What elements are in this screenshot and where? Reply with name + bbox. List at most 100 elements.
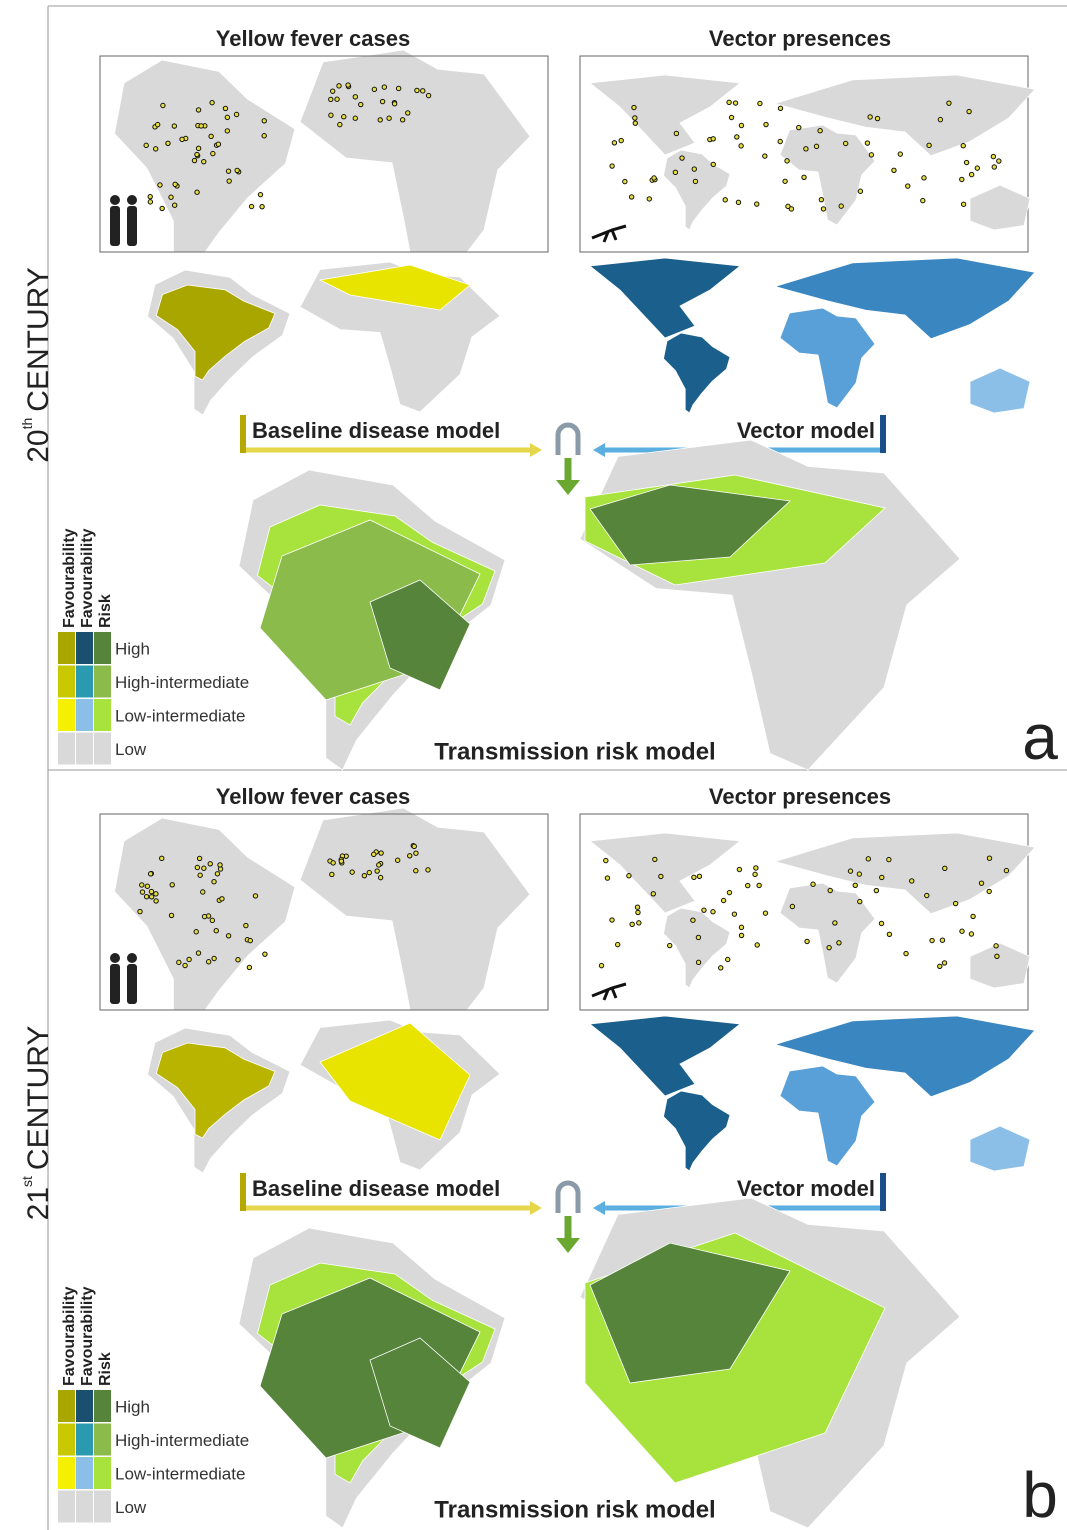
person-icon — [110, 195, 120, 205]
occurrence-dot — [805, 939, 809, 943]
legend-level: High-intermediate — [115, 673, 249, 692]
occurrence-dot — [258, 192, 262, 196]
occurrence-dot — [353, 116, 357, 120]
legend-swatch — [76, 1424, 93, 1456]
occurrence-dot — [757, 883, 761, 887]
occurrence-dot — [198, 873, 202, 877]
legend-header: Favourability — [61, 1286, 78, 1386]
occurrence-dot — [148, 872, 152, 876]
occurrence-dot — [346, 83, 350, 87]
occurrence-dot — [711, 137, 715, 141]
occurrence-dot — [144, 143, 148, 147]
occurrence-dot — [210, 918, 214, 922]
occurrence-dot — [412, 844, 416, 848]
occurrence-dot — [372, 87, 376, 91]
occurrence-dot — [208, 862, 212, 866]
occurrence-dot — [195, 190, 199, 194]
occurrence-dot — [789, 207, 793, 211]
occurrence-dot — [630, 922, 634, 926]
occurrence-dot — [140, 883, 144, 887]
occurrence-dot — [659, 874, 663, 878]
occurrence-dot — [605, 876, 609, 880]
occurrence-dot — [961, 202, 965, 206]
occurrence-dot — [904, 951, 908, 955]
land — [664, 1091, 731, 1171]
occurrence-dot — [226, 934, 230, 938]
occurrence-dot — [930, 938, 934, 942]
occurrence-dot — [922, 176, 926, 180]
occurrence-dot — [161, 103, 165, 107]
occurrence-dot — [148, 194, 152, 198]
occurrence-dot — [209, 134, 213, 138]
occurrence-dot — [148, 200, 152, 204]
vector-model-label: Vector model — [737, 418, 875, 443]
occurrence-dot — [753, 872, 757, 876]
occurrence-dot — [177, 960, 181, 964]
land — [780, 308, 875, 408]
legend-swatch — [94, 733, 111, 765]
occurrence-dot — [755, 202, 759, 206]
land — [780, 1066, 875, 1166]
legend-swatch — [76, 666, 93, 698]
occurrence-dot — [975, 166, 979, 170]
person-icon — [127, 953, 137, 963]
occurrence-dot — [818, 128, 822, 132]
occurrence-dot — [636, 910, 640, 914]
occurrence-dot — [696, 960, 700, 964]
occurrence-dot — [214, 929, 218, 933]
occurrence-dot — [400, 118, 404, 122]
legend-header: Favourability — [61, 528, 78, 628]
arrow-head — [530, 443, 542, 457]
occurrence-dot — [160, 856, 164, 860]
occurrence-dot — [739, 925, 743, 929]
occurrence-dot — [833, 921, 837, 925]
join-arc — [558, 1183, 578, 1213]
occurrence-dot — [692, 167, 696, 171]
occurrence-dot — [226, 169, 230, 173]
occurrence-dot — [969, 172, 973, 176]
occurrence-dot — [729, 115, 733, 119]
occurrence-dot — [693, 179, 697, 183]
occurrence-dot — [633, 116, 637, 120]
person-icon — [127, 964, 137, 1004]
land — [590, 1016, 740, 1096]
land — [970, 1126, 1030, 1171]
legend-level: High — [115, 639, 150, 658]
occurrence-dot — [629, 195, 633, 199]
occurrence-dot — [414, 869, 418, 873]
occurrence-dot — [633, 121, 637, 125]
occurrence-dot — [166, 141, 170, 145]
occurrence-dot — [359, 102, 363, 106]
occurrence-dot — [180, 137, 184, 141]
occurrence-dot — [342, 115, 346, 119]
occurrence-dot — [225, 115, 229, 119]
occurrence-dot — [960, 929, 964, 933]
occurrence-dot — [673, 170, 677, 174]
occurrence-dot — [637, 921, 641, 925]
occurrence-dot — [739, 123, 743, 127]
cases-title: Yellow fever cases — [216, 26, 410, 51]
occurrence-dot — [938, 117, 942, 121]
occurrence-dot — [196, 951, 200, 955]
occurrence-dot — [635, 905, 639, 909]
occurrence-dot — [763, 154, 767, 158]
occurrence-dot — [140, 890, 144, 894]
occurrence-dot — [187, 957, 191, 961]
occurrence-dot — [739, 144, 743, 148]
occurrence-dot — [260, 204, 264, 208]
legend-header: Risk — [97, 1352, 114, 1386]
occurrence-dot — [199, 124, 203, 128]
occurrence-dot — [262, 134, 266, 138]
legend-swatch — [94, 632, 111, 664]
person-icon — [127, 195, 137, 205]
occurrence-dot — [396, 86, 400, 90]
occurrence-dot — [737, 867, 741, 871]
occurrence-dot — [887, 932, 891, 936]
occurrence-dot — [192, 158, 196, 162]
occurrence-dot — [758, 101, 762, 105]
occurrence-dot — [997, 159, 1001, 163]
occurrence-dot — [149, 895, 153, 899]
occurrence-dot — [892, 168, 896, 172]
risk-title: Transmission risk model — [434, 1496, 715, 1523]
occurrence-dot — [372, 852, 376, 856]
